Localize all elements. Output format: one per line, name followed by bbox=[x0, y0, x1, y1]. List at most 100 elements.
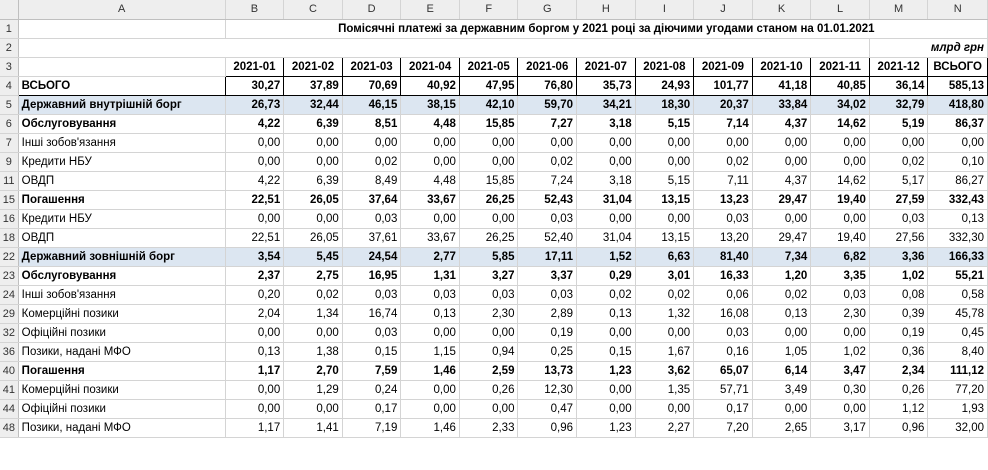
value-cell[interactable]: 7,27 bbox=[517, 114, 578, 134]
value-cell[interactable]: 0,03 bbox=[869, 209, 929, 229]
column-header-f[interactable]: F bbox=[459, 0, 519, 20]
month-header[interactable]: 2021-06 bbox=[517, 56, 578, 77]
value-cell[interactable]: 33,67 bbox=[400, 190, 460, 210]
value-cell[interactable]: 0,00 bbox=[225, 209, 285, 229]
value-cell[interactable]: 0,26 bbox=[459, 380, 519, 400]
value-cell[interactable]: 0,00 bbox=[225, 152, 285, 172]
month-header[interactable]: ВСЬОГО bbox=[927, 56, 988, 77]
value-cell[interactable]: 0,00 bbox=[576, 399, 636, 419]
value-cell[interactable]: 0,00 bbox=[810, 399, 870, 419]
value-cell[interactable]: 19,40 bbox=[810, 228, 870, 248]
value-cell[interactable]: 0,13 bbox=[927, 209, 988, 229]
value-cell[interactable]: 0,00 bbox=[869, 133, 929, 153]
value-cell[interactable]: 0,00 bbox=[635, 133, 695, 153]
value-cell[interactable]: 0,03 bbox=[342, 209, 402, 229]
column-header-c[interactable]: C bbox=[283, 0, 343, 20]
value-cell[interactable]: 34,02 bbox=[810, 95, 870, 115]
row-header[interactable]: 5 bbox=[0, 95, 19, 115]
value-cell[interactable]: 1,31 bbox=[400, 266, 460, 286]
value-cell[interactable]: 19,40 bbox=[810, 190, 870, 210]
value-cell[interactable]: 52,40 bbox=[517, 228, 578, 248]
value-cell[interactable]: 7,14 bbox=[693, 114, 753, 134]
month-header[interactable]: 2021-08 bbox=[634, 56, 695, 77]
value-cell[interactable]: 40,85 bbox=[810, 75, 870, 96]
row-label-cell[interactable]: ВСЬОГО bbox=[17, 75, 226, 96]
value-cell[interactable]: 3,62 bbox=[635, 361, 695, 381]
value-cell[interactable]: 4,48 bbox=[400, 114, 460, 134]
value-cell[interactable]: 0,00 bbox=[635, 152, 695, 172]
row-label-cell[interactable]: ОВДП bbox=[18, 171, 226, 191]
value-cell[interactable]: 0,16 bbox=[693, 342, 753, 362]
row-header[interactable]: 36 bbox=[0, 342, 19, 362]
value-cell[interactable]: 0,03 bbox=[517, 285, 578, 305]
value-cell[interactable]: 0,00 bbox=[576, 380, 636, 400]
value-cell[interactable]: 0,00 bbox=[283, 133, 343, 153]
row-header[interactable]: 41 bbox=[0, 380, 19, 400]
month-header[interactable]: 2021-09 bbox=[693, 56, 753, 77]
value-cell[interactable]: 0,06 bbox=[693, 285, 753, 305]
value-cell[interactable]: 2,75 bbox=[283, 266, 343, 286]
value-cell[interactable]: 1,17 bbox=[225, 418, 285, 438]
value-cell[interactable]: 1,35 bbox=[635, 380, 695, 400]
value-cell[interactable]: 31,04 bbox=[576, 190, 636, 210]
value-cell[interactable]: 0,00 bbox=[576, 152, 636, 172]
value-cell[interactable]: 332,43 bbox=[927, 190, 988, 210]
value-cell[interactable]: 81,40 bbox=[693, 247, 753, 267]
value-cell[interactable]: 0,03 bbox=[810, 285, 870, 305]
value-cell[interactable]: 16,74 bbox=[342, 304, 402, 324]
row-label-cell[interactable]: Інші зобов'язання bbox=[18, 285, 226, 305]
value-cell[interactable]: 0,02 bbox=[342, 152, 402, 172]
value-cell[interactable]: 76,80 bbox=[517, 75, 578, 96]
cell[interactable] bbox=[18, 38, 870, 58]
column-header-b[interactable]: B bbox=[225, 0, 285, 20]
value-cell[interactable]: 5,85 bbox=[459, 247, 519, 267]
value-cell[interactable]: 0,00 bbox=[459, 152, 519, 172]
value-cell[interactable]: 0,00 bbox=[459, 133, 519, 153]
value-cell[interactable]: 86,27 bbox=[927, 171, 988, 191]
row-label-cell[interactable]: Комерційні позики bbox=[18, 304, 226, 324]
value-cell[interactable]: 0,02 bbox=[283, 285, 343, 305]
row-label-cell[interactable]: Державний внутрішній борг bbox=[18, 95, 226, 115]
value-cell[interactable]: 5,45 bbox=[283, 247, 343, 267]
value-cell[interactable]: 0,26 bbox=[869, 380, 929, 400]
value-cell[interactable]: 0,03 bbox=[342, 323, 402, 343]
value-cell[interactable]: 166,33 bbox=[927, 247, 988, 267]
value-cell[interactable]: 0,13 bbox=[400, 304, 460, 324]
value-cell[interactable]: 0,03 bbox=[693, 323, 753, 343]
value-cell[interactable]: 0,03 bbox=[400, 285, 460, 305]
row-header[interactable]: 23 bbox=[0, 266, 19, 286]
value-cell[interactable]: 0,03 bbox=[693, 209, 753, 229]
value-cell[interactable]: 7,11 bbox=[693, 171, 753, 191]
value-cell[interactable]: 8,49 bbox=[342, 171, 402, 191]
value-cell[interactable]: 20,37 bbox=[693, 95, 753, 115]
value-cell[interactable]: 15,85 bbox=[459, 114, 519, 134]
value-cell[interactable]: 2,30 bbox=[459, 304, 519, 324]
value-cell[interactable]: 1,15 bbox=[400, 342, 460, 362]
value-cell[interactable]: 33,67 bbox=[400, 228, 460, 248]
row-label-cell[interactable]: Погашення bbox=[18, 190, 226, 210]
value-cell[interactable]: 17,11 bbox=[517, 247, 578, 267]
value-cell[interactable]: 2,37 bbox=[225, 266, 285, 286]
row-header[interactable]: 44 bbox=[0, 399, 19, 419]
row-label-cell[interactable]: Кредити НБУ bbox=[18, 209, 226, 229]
row-label-cell[interactable]: Інші зобов'язання bbox=[18, 133, 226, 153]
value-cell[interactable]: 18,30 bbox=[635, 95, 695, 115]
row-header[interactable]: 29 bbox=[0, 304, 19, 324]
value-cell[interactable]: 16,95 bbox=[342, 266, 402, 286]
value-cell[interactable]: 0,00 bbox=[635, 209, 695, 229]
row-header[interactable]: 16 bbox=[0, 209, 19, 229]
value-cell[interactable]: 0,00 bbox=[225, 380, 285, 400]
value-cell[interactable]: 4,37 bbox=[752, 114, 812, 134]
row-label-cell[interactable]: Обслуговування bbox=[18, 266, 226, 286]
value-cell[interactable]: 0,00 bbox=[635, 323, 695, 343]
value-cell[interactable]: 1,29 bbox=[283, 380, 343, 400]
value-cell[interactable]: 33,84 bbox=[752, 95, 812, 115]
value-cell[interactable]: 1,20 bbox=[752, 266, 812, 286]
value-cell[interactable]: 0,02 bbox=[635, 285, 695, 305]
column-header-g[interactable]: G bbox=[517, 0, 578, 20]
value-cell[interactable]: 16,08 bbox=[693, 304, 753, 324]
value-cell[interactable]: 3,18 bbox=[576, 171, 636, 191]
value-cell[interactable]: 13,73 bbox=[517, 361, 578, 381]
value-cell[interactable]: 41,18 bbox=[751, 75, 812, 96]
value-cell[interactable]: 0,00 bbox=[576, 133, 636, 153]
